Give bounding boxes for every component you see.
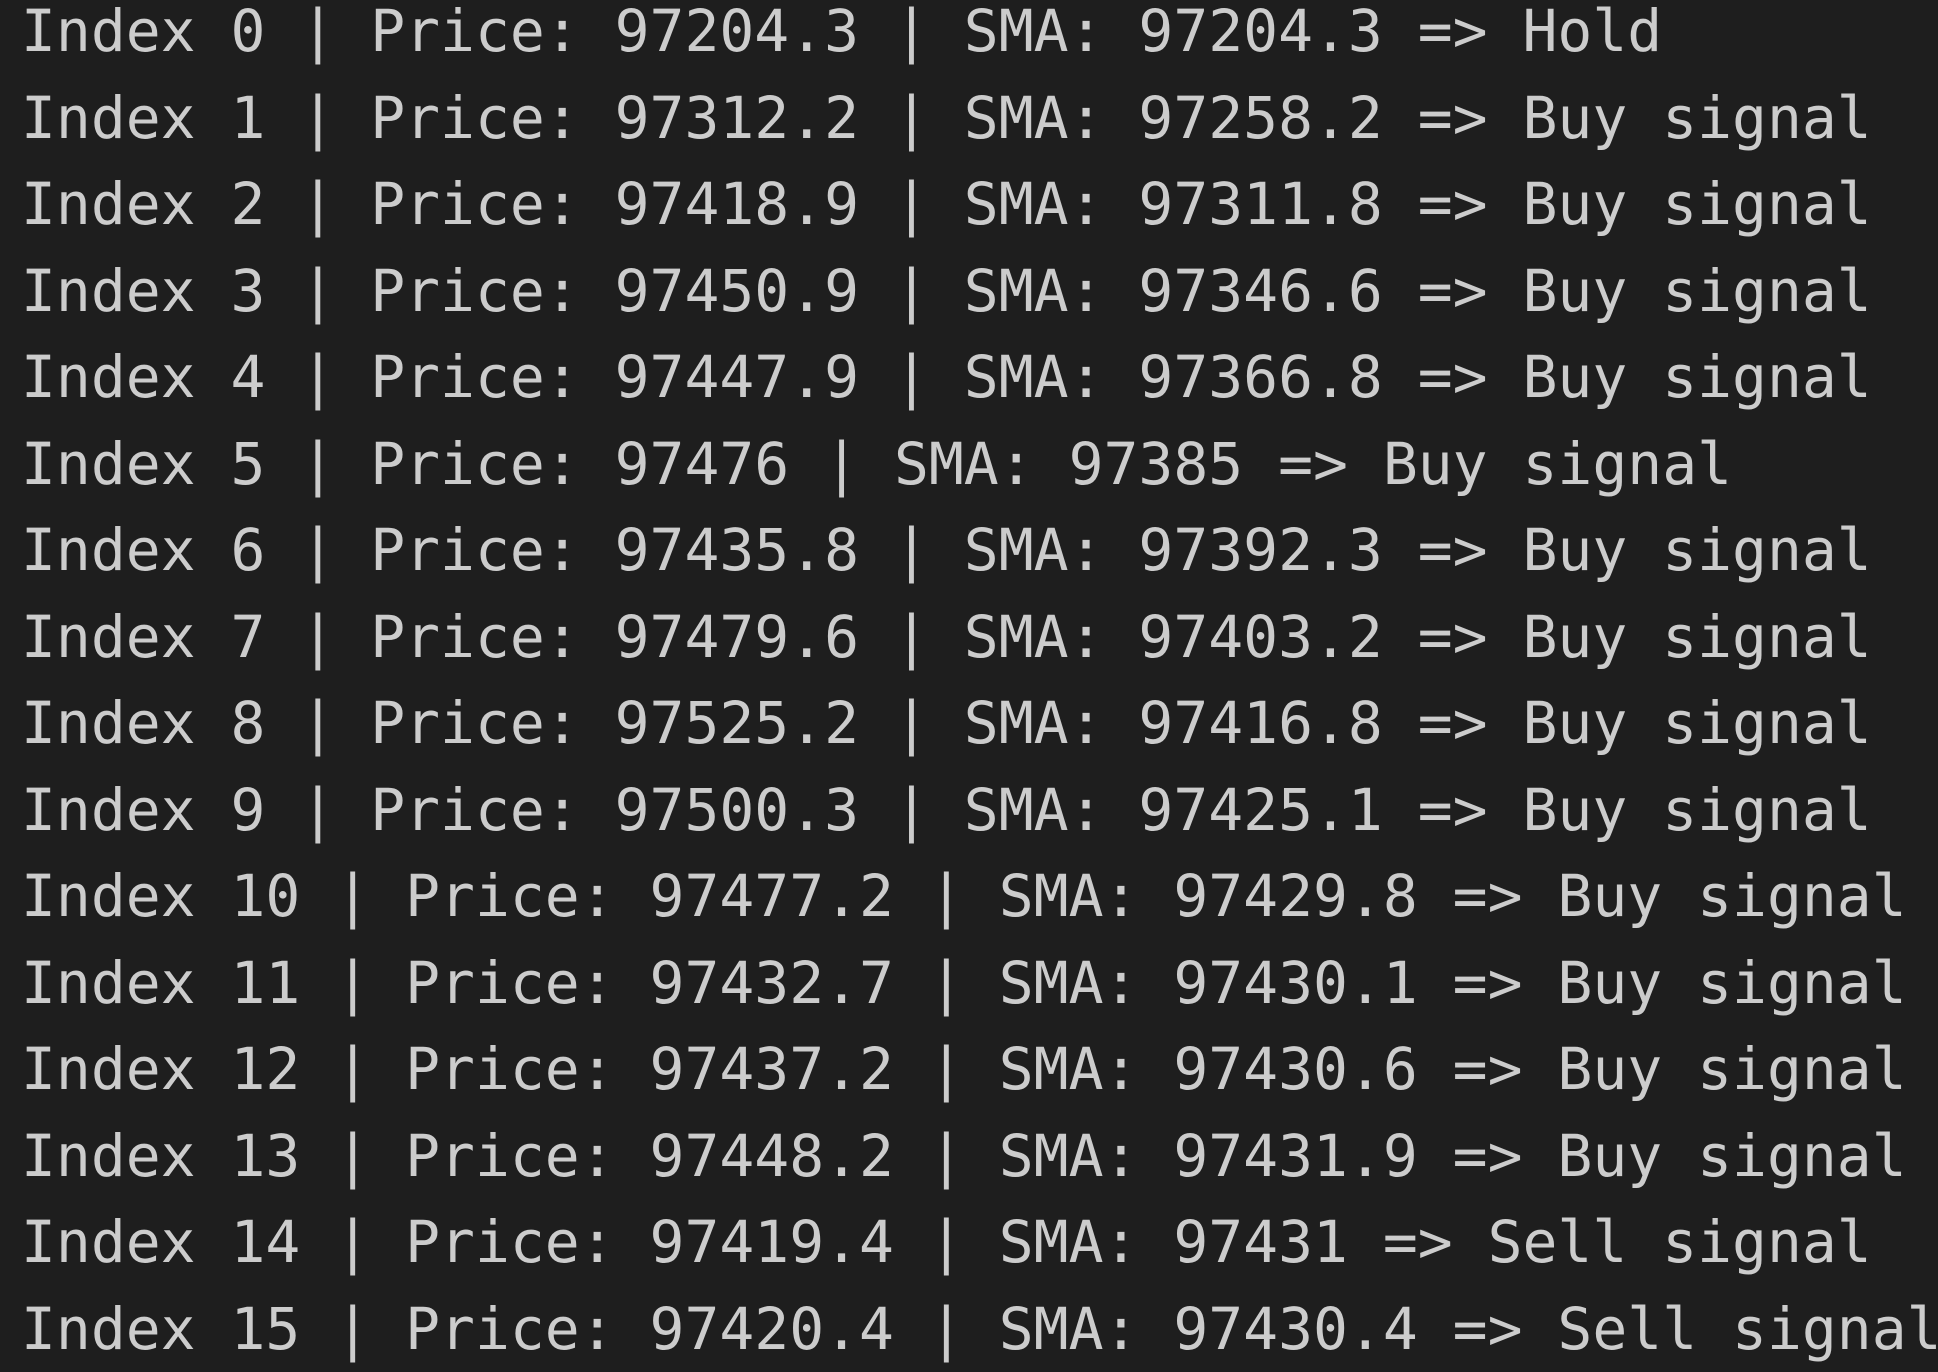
- output-line-6: Index 6 | Price: 97435.8 | SMA: 97392.3 …: [21, 516, 1872, 584]
- output-line-1: Index 1 | Price: 97312.2 | SMA: 97258.2 …: [21, 83, 1872, 152]
- output-line-5: Index 5 | Price: 97476 | SMA: 97385 => B…: [21, 429, 1733, 498]
- output-line-9: Index 9 | Price: 97500.3 | SMA: 97425.1 …: [21, 775, 1872, 844]
- output-line-15: Index 15 | Price: 97420.4 | SMA: 97430.4…: [21, 1294, 1938, 1363]
- output-line-4: Index 4 | Price: 97447.9 | SMA: 97366.8 …: [21, 343, 1872, 411]
- output-line-13: Index 13 | Price: 97448.2 | SMA: 97431.9…: [21, 1121, 1907, 1190]
- output-lines: Index 0 | Price: 97204.3 | SMA: 97204.3 …: [21, 0, 1938, 1372]
- output-line-0: Index 0 | Price: 97204.3 | SMA: 97204.3 …: [21, 0, 1663, 65]
- output-line-10: Index 10 | Price: 97477.2 | SMA: 97429.8…: [21, 862, 1907, 930]
- output-line-2: Index 2 | Price: 97418.9 | SMA: 97311.8 …: [21, 170, 1872, 238]
- output-line-14: Index 14 | Price: 97419.4 | SMA: 97431 =…: [21, 1208, 1872, 1276]
- output-line-11: Index 11 | Price: 97432.7 | SMA: 97430.1…: [21, 948, 1907, 1017]
- output-line-3: Index 3 | Price: 97450.9 | SMA: 97346.6 …: [21, 256, 1872, 325]
- output-line-8: Index 8 | Price: 97525.2 | SMA: 97416.8 …: [21, 689, 1872, 757]
- output-line-12: Index 12 | Price: 97437.2 | SMA: 97430.6…: [21, 1035, 1907, 1103]
- output-line-7: Index 7 | Price: 97479.6 | SMA: 97403.2 …: [21, 602, 1872, 671]
